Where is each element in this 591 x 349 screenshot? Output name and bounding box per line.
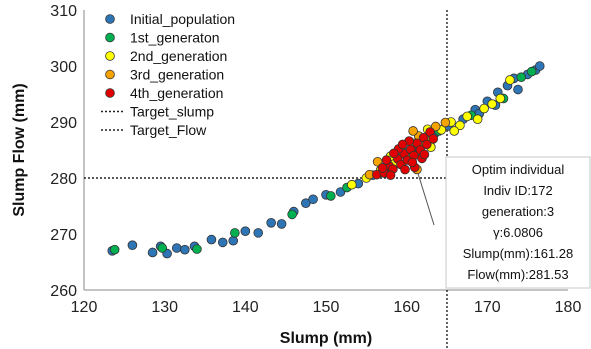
callout-text-line: Slump(mm):161.28 <box>463 246 574 261</box>
point-initial-population <box>180 244 190 255</box>
legend-marker <box>105 32 115 43</box>
x-tick-label: 160 <box>393 299 420 316</box>
legend-label: 2nd_generation <box>130 48 227 64</box>
axes: 120 130 140 150 160 170 180 260 270 280 290 300 310 <box>50 3 581 316</box>
y-tick-label: 300 <box>50 59 77 76</box>
legend: Initial_population 1st_generaton 2nd_gener… <box>101 11 235 138</box>
legend-marker <box>105 14 115 24</box>
point-3rd-generation <box>408 126 418 136</box>
point-initial-population <box>534 61 545 71</box>
callout-box <box>445 156 591 289</box>
legend-label: Target_Flow <box>130 122 207 138</box>
point-initial-population <box>513 84 523 95</box>
point-2nd-generation <box>479 103 489 114</box>
point-3rd-generation <box>440 117 451 128</box>
point-2nd-generation <box>449 126 460 136</box>
point-4th-generation <box>428 134 439 144</box>
x-tick-label: 120 <box>71 299 98 316</box>
y-axis-title: Slump Flow (mm) <box>11 83 28 216</box>
point-4th-generation <box>400 164 410 175</box>
point-initial-population <box>253 228 264 238</box>
point-initial-population <box>171 243 182 253</box>
callout-text-line: Flow(mm):281.53 <box>467 267 568 282</box>
point-1st-generaton <box>192 244 202 254</box>
callout-leader-line <box>417 173 435 226</box>
point-1st-generaton <box>230 228 240 238</box>
optimal-individual-annotation: Optim individual Indiv ID:172 generation:3… <box>417 156 591 289</box>
legend-label: 4th_generation <box>130 85 223 101</box>
callout-text-line: generation:3 <box>482 204 554 219</box>
x-tick-label: 140 <box>232 299 259 316</box>
point-3rd-generation <box>430 121 441 132</box>
point-initial-population <box>147 247 158 258</box>
point-1st-generaton <box>516 72 527 82</box>
legend-label: Target_slump <box>130 104 214 120</box>
point-4th-generation <box>381 155 392 165</box>
point-initial-population <box>240 226 251 237</box>
callout-text-line: γ:6.0806 <box>493 225 543 240</box>
legend-marker <box>105 51 115 61</box>
point-initial-population <box>206 234 217 245</box>
point-initial-population <box>228 235 239 246</box>
x-tick-label: 150 <box>313 299 340 316</box>
callout-text-line: Indiv ID:172 <box>483 183 552 198</box>
point-initial-population <box>276 219 287 229</box>
point-2nd-generation <box>487 99 497 109</box>
x-tick-label: 180 <box>555 299 582 316</box>
point-initial-population <box>127 240 138 251</box>
point-1st-generaton <box>526 66 537 77</box>
y-tick-label: 280 <box>50 171 77 188</box>
point-4th-generation <box>407 157 418 168</box>
point-4th-generation <box>397 139 408 150</box>
point-initial-population <box>266 218 276 228</box>
point-1st-generaton <box>109 244 120 255</box>
point-2nd-generation <box>495 93 506 104</box>
y-tick-label: 270 <box>50 227 77 244</box>
legend-marker <box>105 88 115 98</box>
point-2nd-generation <box>462 111 472 122</box>
point-4th-generation <box>419 149 430 160</box>
point-1st-generaton <box>287 209 297 220</box>
y-tick-label: 310 <box>50 3 77 20</box>
legend-marker <box>105 69 115 80</box>
point-initial-population <box>301 198 311 209</box>
point-1st-generaton <box>157 243 168 253</box>
point-2nd-generation <box>505 75 515 85</box>
data-points <box>107 61 545 259</box>
callout-text-line: Optim individual <box>472 162 565 177</box>
point-2nd-generation <box>455 120 465 131</box>
point-initial-population <box>335 187 346 197</box>
point-4th-generation <box>388 148 399 159</box>
point-4th-generation <box>377 163 388 173</box>
point-1st-generaton <box>326 191 336 201</box>
point-4th-generation <box>422 139 432 150</box>
point-initial-population <box>308 194 318 205</box>
x-tick-label: 130 <box>151 299 178 316</box>
point-initial-population <box>217 237 228 248</box>
point-2nd-generation <box>347 179 357 190</box>
x-tick-label: 170 <box>474 299 501 316</box>
legend-label: Initial_population <box>130 11 235 27</box>
y-tick-label: 260 <box>50 283 77 300</box>
legend-label: 1st_generaton <box>130 30 220 46</box>
point-2nd-generation <box>472 114 483 124</box>
legend-label: 3rd_generation <box>130 67 224 83</box>
x-axis-title: Slump (mm) <box>280 330 372 347</box>
y-tick-label: 290 <box>50 115 77 132</box>
point-4th-generation <box>385 170 396 181</box>
